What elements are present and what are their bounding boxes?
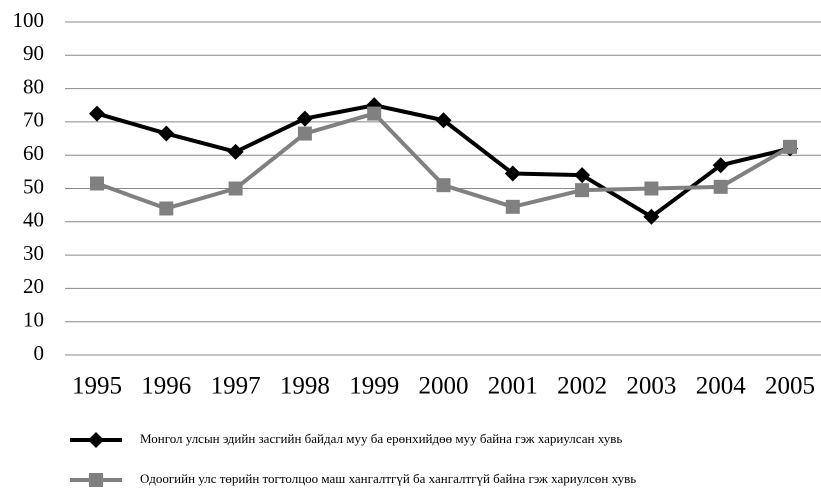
data-point: [575, 183, 590, 198]
data-point: [783, 139, 797, 154]
y-tick-label: 40: [23, 208, 44, 232]
data-point: [367, 106, 382, 121]
data-point: [297, 126, 312, 141]
legend-marker: [88, 432, 104, 448]
data-point: [505, 199, 520, 214]
data-point: [574, 167, 591, 184]
x-tick-label: 1998: [280, 373, 330, 400]
x-tick-label: 2000: [419, 373, 469, 400]
x-tick-label: 2002: [557, 373, 607, 400]
data-point: [643, 208, 660, 225]
x-tick-label: 1997: [211, 373, 261, 400]
data-point: [435, 112, 452, 129]
y-tick-label: 0: [34, 341, 45, 365]
data-point: [89, 105, 105, 122]
data-point: [712, 157, 729, 174]
x-tick-label: 2001: [488, 373, 538, 400]
y-tick-label: 90: [23, 41, 44, 65]
data-point: [227, 143, 244, 160]
y-tick-label: 100: [13, 8, 45, 32]
data-point: [228, 181, 243, 196]
data-point: [436, 178, 451, 193]
y-tick-label: 50: [23, 174, 44, 198]
x-tick-label: 1995: [72, 373, 122, 400]
x-tick-label: 1996: [141, 373, 191, 400]
x-tick-label: 1999: [349, 373, 399, 400]
x-tick-label: 2005: [765, 373, 815, 400]
y-tick-label: 60: [23, 141, 44, 165]
data-point: [644, 181, 659, 196]
x-tick-label: 2003: [626, 373, 676, 400]
y-tick-label: 20: [23, 274, 44, 298]
legend-label: Одоогийн улс төрийн тогтолцоо маш хангал…: [140, 471, 636, 486]
y-tick-label: 10: [23, 308, 44, 332]
data-point: [504, 165, 521, 182]
y-tick-label: 80: [23, 74, 44, 98]
legend-marker: [89, 473, 103, 487]
y-tick-label: 30: [23, 241, 44, 265]
data-point: [159, 201, 174, 216]
x-tick-label: 2004: [696, 373, 747, 400]
data-point: [713, 179, 728, 194]
data-point: [90, 176, 104, 191]
y-tick-label: 70: [23, 108, 44, 132]
data-point: [296, 110, 313, 127]
legend-label: Монгол улсын эдийн засгийн байдал муу ба…: [140, 431, 622, 446]
data-point: [158, 125, 175, 142]
